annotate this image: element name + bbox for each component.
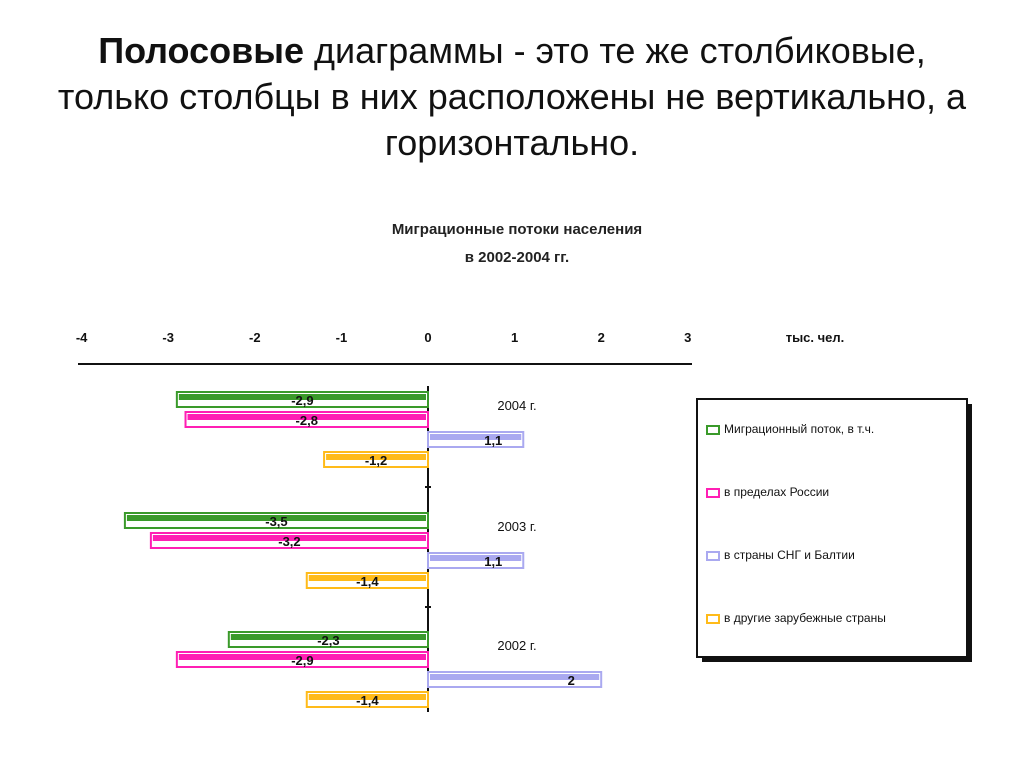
legend-swatch (706, 488, 720, 498)
bar-shading (430, 674, 600, 680)
plot-area: -4 -3 -2 -1 0 1 2 3 2004 г. -2,9 -2,8 1,1 -1,2 2003 г… (76, 330, 692, 712)
bar-shading (187, 414, 426, 420)
data-label: -2,9 (291, 653, 313, 668)
category-label: 2003 г. (497, 519, 536, 534)
bar-shading (178, 394, 426, 400)
bar-shading (430, 434, 522, 440)
slide-heading: Полосовые диаграммы - это те же столбико… (40, 28, 984, 166)
legend-label: в пределах России (724, 485, 829, 499)
legend-box (696, 398, 968, 658)
x-tick-label: 1 (511, 330, 518, 345)
chart-title-line2: в 2002-2004 гг. (465, 249, 569, 266)
chart-title-line1: Миграционные потоки населения (392, 221, 642, 238)
bar-shading (152, 535, 426, 541)
bar-shading (230, 634, 426, 640)
data-label: -3,5 (265, 514, 287, 529)
data-label: 1,1 (484, 554, 502, 569)
x-tick-label: -2 (249, 330, 261, 345)
legend-label: в страны СНГ и Балтии (724, 548, 855, 562)
data-label: 2 (568, 673, 575, 688)
x-tick-label: 0 (424, 330, 431, 345)
data-label: -2,9 (291, 393, 313, 408)
bar-shading (430, 555, 522, 561)
bar-shading (308, 575, 426, 581)
x-tick-label: -4 (76, 330, 88, 345)
data-label: 1,1 (484, 433, 502, 448)
data-label: -3,2 (278, 534, 300, 549)
legend: Миграционный поток, в т.ч. в пределах Рос… (696, 398, 972, 662)
bar-shading (326, 454, 426, 460)
x-tick-label: 3 (684, 330, 691, 345)
unit-label: тыс. чел. (786, 330, 845, 345)
legend-label: Миграционный поток, в т.ч. (724, 422, 874, 436)
data-label: -2,3 (317, 633, 339, 648)
legend-swatch (706, 551, 720, 561)
legend-label: в другие зарубежные страны (724, 611, 886, 625)
bar-shading (178, 654, 426, 660)
category-label: 2002 г. (497, 638, 536, 653)
heading-bold-part: Полосовые (98, 30, 304, 71)
legend-swatch (706, 425, 720, 435)
data-label: -1,2 (365, 453, 387, 468)
data-label: -1,4 (356, 574, 379, 589)
heading-rest: диаграммы - это те же столбиковые, тольк… (57, 30, 967, 163)
category-label: 2004 г. (497, 398, 536, 413)
bar-shading (126, 515, 427, 521)
data-label: -2,8 (296, 413, 318, 428)
x-tick-label: -1 (336, 330, 348, 345)
x-tick-label: -3 (162, 330, 174, 345)
legend-swatch (706, 614, 720, 624)
data-label: -1,4 (356, 693, 379, 708)
bar-shading (308, 694, 426, 700)
x-tick-label: 2 (598, 330, 605, 345)
